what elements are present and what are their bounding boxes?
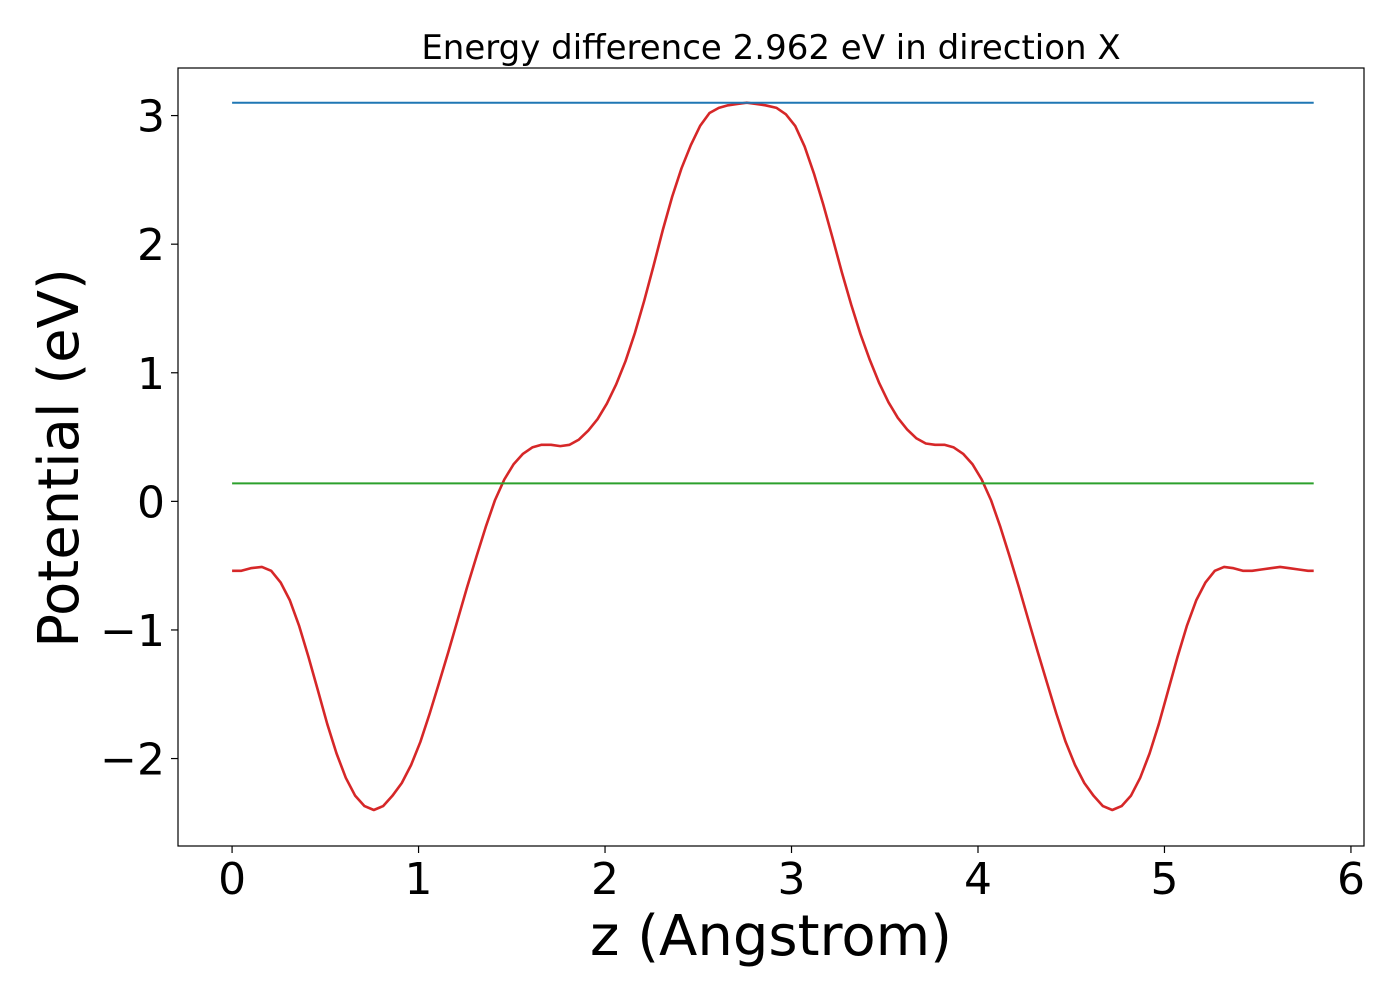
y-tick-label: 2 bbox=[137, 220, 165, 271]
y-tick-label: 3 bbox=[137, 92, 165, 143]
y-tick-label: −2 bbox=[100, 735, 165, 786]
x-tick-label: 4 bbox=[964, 854, 992, 905]
series-line-1 bbox=[232, 101, 1314, 812]
x-axis-ticks: 0 1 2 3 4 5 6 bbox=[218, 846, 1365, 905]
y-axis-label: Potential (eV) bbox=[27, 268, 92, 648]
plot-frame bbox=[177, 67, 1365, 847]
x-tick-label: 0 bbox=[218, 854, 246, 905]
y-tick-label: 0 bbox=[137, 477, 165, 528]
y-axis-ticks: −2 −1 0 1 2 3 bbox=[100, 92, 178, 786]
y-tick-label: −1 bbox=[100, 606, 165, 657]
x-tick-label: 3 bbox=[778, 854, 806, 905]
x-tick-label: 1 bbox=[405, 854, 433, 905]
x-tick-label: 6 bbox=[1337, 854, 1365, 905]
plot-lines bbox=[232, 101, 1314, 812]
x-tick-label: 5 bbox=[1150, 854, 1178, 905]
x-tick-label: 2 bbox=[591, 854, 619, 905]
x-axis-label: z (Angstrom) bbox=[590, 904, 952, 969]
y-tick-label: 1 bbox=[137, 349, 165, 400]
chart-title: Energy difference 2.962 eV in direction … bbox=[421, 28, 1120, 68]
